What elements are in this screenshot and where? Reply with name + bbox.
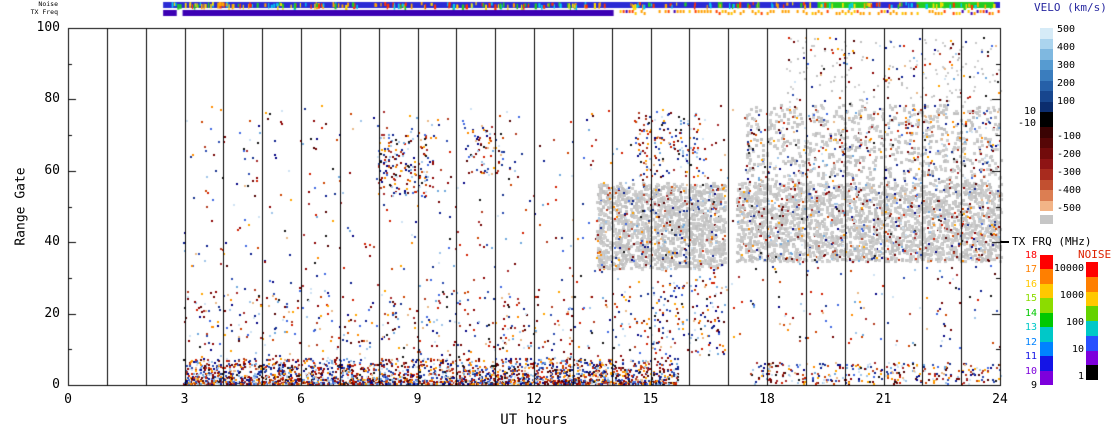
velocity-colorbar-segment xyxy=(1040,91,1053,102)
velocity-scale-label: 300 xyxy=(1057,60,1076,71)
velocity-scale-label: 500 xyxy=(1057,24,1076,35)
txfreq-colorbar-segment xyxy=(1040,356,1053,371)
txfreq-scale-label: 14 xyxy=(1024,307,1037,319)
velocity-scale-label: 200 xyxy=(1057,78,1076,89)
velocity-scale-label: -400 xyxy=(1057,185,1082,196)
noise-colorbar-title: NOISE xyxy=(1078,248,1112,261)
txfreq-scale-label: 17 xyxy=(1024,264,1037,276)
x-tick-label: 0 xyxy=(64,392,72,407)
txfreq-scale-label: 18 xyxy=(1024,250,1037,261)
noise-colorbar-segment xyxy=(1086,306,1098,321)
y-tick-label: 80 xyxy=(44,91,60,107)
txfreq-colorbar-segment xyxy=(1040,370,1053,385)
txfreq-colorbar-segment xyxy=(1040,327,1053,342)
noise-strip-label: Noise xyxy=(38,0,58,8)
velocity-scale-label: -300 xyxy=(1057,167,1082,178)
txfreq-colorbar-segment xyxy=(1040,298,1053,313)
noise-colorbar-segment xyxy=(1086,291,1098,307)
velocity-colorbar-segment xyxy=(1040,59,1053,70)
velocity-colorbar-segment xyxy=(1040,169,1053,180)
y-tick-label: 100 xyxy=(36,20,60,35)
velocity-colorbar-title: VELO (km/s) xyxy=(1034,1,1107,14)
x-tick-label: 18 xyxy=(759,392,775,407)
noise-colorbar-segment xyxy=(1086,276,1098,292)
velocity-colorbar-segment xyxy=(1040,127,1053,138)
velocity-colorbar-segment xyxy=(1040,80,1053,91)
x-tick-label: 21 xyxy=(875,392,892,407)
velocity-scale-label: -200 xyxy=(1057,149,1082,160)
txfreq-colorbar-segment xyxy=(1040,283,1053,299)
noise-scale-label: 1 xyxy=(1077,371,1084,382)
velocity-colorbar-segment xyxy=(1040,49,1053,60)
noise-colorbar-segment xyxy=(1086,262,1098,277)
txfreq-scale-label: 10 xyxy=(1024,365,1037,377)
noise-scale-label: 1000 xyxy=(1059,290,1084,301)
txfreq-scale-label: 11 xyxy=(1024,351,1037,363)
velocity-scale-label: -10 xyxy=(1017,118,1036,129)
velocity-scale-label: -100 xyxy=(1057,131,1082,142)
y-tick-label: 20 xyxy=(44,305,60,321)
x-tick-label: 6 xyxy=(297,392,305,407)
txfreq-colorbar xyxy=(1040,255,1053,385)
noise-colorbar-segment xyxy=(1086,350,1098,366)
x-axis-title: UT hours xyxy=(500,412,568,428)
velocity-colorbar-segment xyxy=(1040,28,1053,39)
txfreq-scale-label: 9 xyxy=(1030,379,1037,391)
velocity-scale-label: 400 xyxy=(1057,42,1076,53)
velocity-colorbar-segment xyxy=(1040,101,1053,112)
freq-title-tick xyxy=(1000,241,1009,243)
velocity-colorbar-segment xyxy=(1040,70,1053,81)
ground-scatter-swatch xyxy=(1040,215,1053,224)
noise-colorbar-segment xyxy=(1086,335,1098,351)
velocity-colorbar-segment xyxy=(1040,112,1053,127)
txfreq-scale-label: 13 xyxy=(1024,322,1037,334)
velocity-colorbar-segment xyxy=(1040,158,1053,169)
x-tick-label: 24 xyxy=(992,392,1008,407)
txfreq-scale-label: 16 xyxy=(1024,278,1037,290)
txfreq-colorbar-segment xyxy=(1040,312,1053,328)
velocity-colorbar-segment xyxy=(1040,190,1053,201)
y-tick-label: 40 xyxy=(44,234,60,250)
velocity-colorbar-segment xyxy=(1040,38,1053,49)
txfreq-colorbar-segment xyxy=(1040,341,1053,357)
velocity-scale-label: -500 xyxy=(1057,203,1082,214)
velocity-colorbar-segment xyxy=(1040,148,1053,159)
txfreq-colorbar-title: TX FRQ (MHz) xyxy=(1012,235,1092,248)
txfreq-colorbar-segment xyxy=(1040,269,1053,284)
velocity-colorbar xyxy=(1040,28,1053,211)
velocity-colorbar-segment xyxy=(1040,137,1053,148)
x-tick-label: 15 xyxy=(642,392,659,407)
x-tick-label: 9 xyxy=(413,392,422,407)
noise-colorbar-segment xyxy=(1086,365,1098,380)
velocity-colorbar-segment xyxy=(1040,179,1053,190)
noise-colorbar-segment xyxy=(1086,321,1098,336)
y-tick-label: 60 xyxy=(44,162,60,178)
y-tick-label: 0 xyxy=(52,377,60,392)
noise-scale-label: 10000 xyxy=(1053,263,1084,274)
x-tick-label: 12 xyxy=(526,392,542,407)
velocity-scale-label: 10 xyxy=(1023,106,1036,117)
txfreq-scale-label: 15 xyxy=(1024,293,1037,305)
velocity-colorbar-segment xyxy=(1040,200,1053,211)
txfreq-scale-label: 12 xyxy=(1024,336,1037,348)
noise-scale-label: 10 xyxy=(1071,344,1084,355)
x-tick-label: 3 xyxy=(180,392,189,407)
txfreq-colorbar-segment xyxy=(1040,255,1053,270)
txfreq-strip-label: TX Freq xyxy=(30,8,58,16)
velocity-scale-label: 100 xyxy=(1057,96,1076,107)
noise-scale-label: 100 xyxy=(1065,317,1084,328)
noise-colorbar xyxy=(1086,262,1098,380)
